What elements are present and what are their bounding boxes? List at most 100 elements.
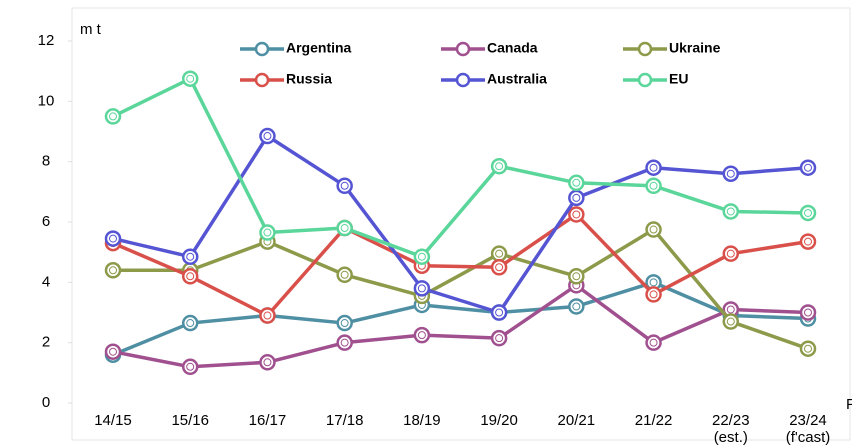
point-marker-inner xyxy=(495,162,504,171)
point-marker-inner xyxy=(186,319,195,328)
point-marker xyxy=(181,314,199,332)
point-marker xyxy=(568,206,585,223)
point-marker-inner xyxy=(417,331,426,340)
point-marker-inner xyxy=(340,270,349,279)
series-line xyxy=(112,134,809,315)
x-tick-sublabel: (f'cast) xyxy=(786,429,831,446)
legend-label: Canada xyxy=(487,40,538,56)
point-marker-inner xyxy=(263,311,272,320)
point-marker xyxy=(181,70,199,87)
y-tick-label: 10 xyxy=(38,92,55,109)
y-axis-label: m t xyxy=(80,21,102,38)
point-marker-inner xyxy=(804,208,812,217)
y-tick-label: 8 xyxy=(42,153,50,170)
point-marker-inner xyxy=(726,207,735,216)
point-marker xyxy=(104,108,122,125)
point-marker xyxy=(799,204,817,222)
legend-marker xyxy=(637,72,653,88)
point-marker-inner xyxy=(340,224,349,233)
point-marker xyxy=(336,314,353,332)
x-tick-label: 18/19 xyxy=(403,412,441,429)
point-marker-inner xyxy=(649,225,658,234)
point-marker-inner xyxy=(726,305,735,314)
point-marker-inner xyxy=(804,308,812,317)
point-marker xyxy=(722,203,740,220)
point-marker-inner xyxy=(572,272,581,281)
legend-label: Ukraine xyxy=(669,40,721,56)
point-marker xyxy=(568,174,585,192)
point-marker xyxy=(490,157,508,175)
point-marker-inner xyxy=(804,237,812,246)
point-marker xyxy=(104,343,122,360)
legend-marker xyxy=(455,41,471,57)
point-marker-inner xyxy=(649,278,658,287)
point-marker xyxy=(181,268,199,285)
point-marker xyxy=(259,127,276,145)
point-marker-inner xyxy=(726,169,735,178)
point-marker-inner xyxy=(340,338,349,347)
point-marker-inner xyxy=(109,347,117,356)
legend-marker xyxy=(455,72,471,88)
point-marker-inner xyxy=(495,249,504,258)
point-marker-inner xyxy=(804,344,812,353)
x-tick-label: 16/17 xyxy=(249,412,287,429)
point-marker-inner xyxy=(340,319,349,328)
point-marker-inner xyxy=(109,234,117,243)
point-marker xyxy=(104,230,122,247)
legend-marker xyxy=(254,72,270,88)
y-tick-label: 12 xyxy=(38,32,55,49)
point-marker xyxy=(336,177,353,195)
point-marker-inner xyxy=(649,163,658,172)
point-marker xyxy=(490,245,508,262)
point-marker-inner xyxy=(263,132,272,141)
point-marker xyxy=(336,334,353,351)
legend-label: EU xyxy=(669,71,688,87)
point-marker-inner xyxy=(495,263,504,272)
x-tick-label: 19/20 xyxy=(480,412,518,429)
point-marker-inner xyxy=(726,249,735,258)
point-marker-inner xyxy=(572,302,581,311)
point-marker xyxy=(336,266,353,284)
point-marker xyxy=(645,286,662,303)
point-marker xyxy=(799,304,817,321)
series-line xyxy=(112,76,809,259)
series-line xyxy=(112,283,809,369)
plot-frame xyxy=(71,7,851,441)
point-marker xyxy=(722,313,740,330)
point-marker xyxy=(259,354,276,371)
point-marker-inner xyxy=(340,181,349,190)
x-tick-label: 22/23 xyxy=(712,412,750,429)
y-tick-label: 4 xyxy=(42,273,50,290)
legend-label: Australia xyxy=(487,71,547,87)
point-marker xyxy=(645,221,662,238)
x-tick-label: 21/22 xyxy=(635,412,673,429)
point-marker xyxy=(490,259,508,276)
x-tick-label: 20/21 xyxy=(558,412,596,429)
point-marker-inner xyxy=(572,210,581,219)
x-tick-label: 15/16 xyxy=(171,412,209,429)
point-marker xyxy=(413,326,431,344)
point-marker xyxy=(799,159,817,176)
x-axis-label: F xyxy=(846,396,852,413)
point-marker-inner xyxy=(263,358,272,367)
point-marker-inner xyxy=(186,362,195,371)
point-marker-inner xyxy=(109,266,117,275)
point-marker xyxy=(259,224,276,241)
point-marker-inner xyxy=(495,308,504,317)
point-marker xyxy=(490,304,508,321)
point-marker xyxy=(490,329,508,347)
point-marker-inner xyxy=(649,181,658,190)
point-marker xyxy=(722,245,740,262)
point-marker-inner xyxy=(495,334,504,343)
point-marker-inner xyxy=(417,284,426,293)
point-marker-inner xyxy=(572,178,581,187)
x-tick-label: 17/18 xyxy=(326,412,364,429)
point-marker xyxy=(104,262,122,279)
point-marker xyxy=(568,189,585,207)
point-marker xyxy=(181,358,199,376)
legend-label: Argentina xyxy=(286,40,352,56)
series-line xyxy=(112,280,809,357)
series-line xyxy=(112,212,809,318)
point-marker-inner xyxy=(186,252,195,261)
